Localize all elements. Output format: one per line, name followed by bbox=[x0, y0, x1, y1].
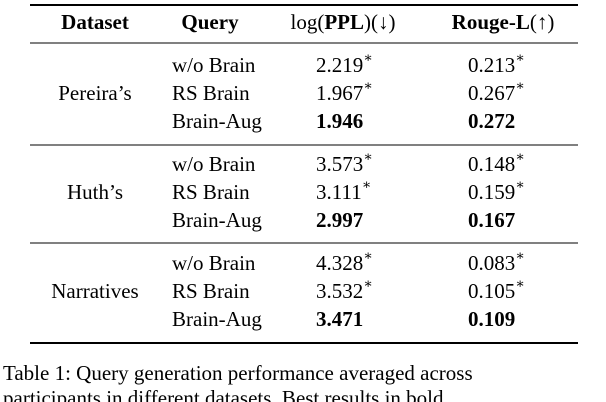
header-part: PPL bbox=[324, 10, 364, 34]
query-label: w/o Brain bbox=[172, 251, 256, 275]
query-label: RS Brain bbox=[172, 279, 250, 303]
header-part: )(↓) bbox=[364, 10, 395, 34]
significance-mark: ∗ bbox=[515, 79, 525, 94]
metric-cell: 0.272 bbox=[468, 109, 515, 133]
dataset-label: Pereira’s bbox=[58, 81, 131, 105]
metric-value: 0.148 bbox=[468, 152, 515, 176]
query-label: RS Brain bbox=[172, 81, 250, 105]
header-part: Rouge-L bbox=[452, 10, 530, 34]
query-label: Brain-Aug bbox=[172, 307, 262, 331]
column-header: Query bbox=[181, 10, 239, 34]
significance-mark: ∗ bbox=[363, 51, 373, 66]
metric-cell: 2.219∗ bbox=[316, 51, 373, 77]
metric-cell: 0.267∗ bbox=[468, 79, 525, 105]
significance-mark: ∗ bbox=[362, 178, 372, 193]
metric-cell: 0.105∗ bbox=[468, 277, 525, 303]
significance-mark: ∗ bbox=[363, 277, 373, 292]
metric-value: 3.111 bbox=[316, 180, 362, 204]
metric-value: 0.159 bbox=[468, 180, 515, 204]
metric-value: 2.997 bbox=[316, 208, 363, 232]
metric-cell: 0.148∗ bbox=[468, 150, 525, 176]
metric-value: 0.167 bbox=[468, 208, 515, 232]
metric-cell: 3.532∗ bbox=[316, 277, 373, 303]
metric-cell: 1.946 bbox=[316, 109, 363, 133]
metric-cell: 1.967∗ bbox=[316, 79, 373, 105]
dataset-label: Huth’s bbox=[67, 180, 123, 204]
metric-cell: 4.328∗ bbox=[316, 249, 373, 275]
column-header: Dataset bbox=[61, 10, 129, 34]
metric-cell: 3.111∗ bbox=[316, 178, 371, 204]
query-label: Brain-Aug bbox=[172, 109, 262, 133]
query-label: w/o Brain bbox=[172, 53, 256, 77]
significance-mark: ∗ bbox=[363, 79, 373, 94]
metric-cell: 0.083∗ bbox=[468, 249, 525, 275]
query-label: Brain-Aug bbox=[172, 208, 262, 232]
query-label: RS Brain bbox=[172, 180, 250, 204]
significance-mark: ∗ bbox=[515, 178, 525, 193]
metric-value: 0.105 bbox=[468, 279, 515, 303]
metric-value: 1.946 bbox=[316, 109, 363, 133]
metric-cell: 0.167 bbox=[468, 208, 515, 232]
metric-value: 4.328 bbox=[316, 251, 363, 275]
metric-cell: 0.159∗ bbox=[468, 178, 525, 204]
metric-cell: 3.471 bbox=[316, 307, 363, 331]
header-part: log( bbox=[291, 10, 325, 34]
significance-mark: ∗ bbox=[515, 277, 525, 292]
metric-value: 0.272 bbox=[468, 109, 515, 133]
metric-value: 3.573 bbox=[316, 152, 363, 176]
metric-value: 0.213 bbox=[468, 53, 515, 77]
column-header: Rouge-L(↑) bbox=[452, 10, 555, 34]
dataset-label: Narratives bbox=[51, 279, 138, 303]
header-part: Query bbox=[181, 10, 239, 34]
query-label: w/o Brain bbox=[172, 152, 256, 176]
caption-line: participants in different datasets. Best… bbox=[3, 386, 444, 402]
column-header: log(PPL)(↓) bbox=[291, 10, 396, 34]
significance-mark: ∗ bbox=[515, 51, 525, 66]
significance-mark: ∗ bbox=[363, 249, 373, 264]
caption-line: Table 1: Query generation performance av… bbox=[3, 361, 473, 385]
metric-value: 2.219 bbox=[316, 53, 363, 77]
significance-mark: ∗ bbox=[515, 249, 525, 264]
metric-value: 0.083 bbox=[468, 251, 515, 275]
metric-value: 3.532 bbox=[316, 279, 363, 303]
metric-cell: 2.997 bbox=[316, 208, 363, 232]
metric-value: 0.267 bbox=[468, 81, 515, 105]
metric-cell: 0.213∗ bbox=[468, 51, 525, 77]
header-part: (↑) bbox=[530, 10, 555, 34]
significance-mark: ∗ bbox=[363, 150, 373, 165]
header-part: Dataset bbox=[61, 10, 129, 34]
metric-cell: 3.573∗ bbox=[316, 150, 373, 176]
metric-value: 3.471 bbox=[316, 307, 363, 331]
metric-cell: 0.109 bbox=[468, 307, 515, 331]
metric-value: 1.967 bbox=[316, 81, 363, 105]
metric-value: 0.109 bbox=[468, 307, 515, 331]
significance-mark: ∗ bbox=[515, 150, 525, 165]
